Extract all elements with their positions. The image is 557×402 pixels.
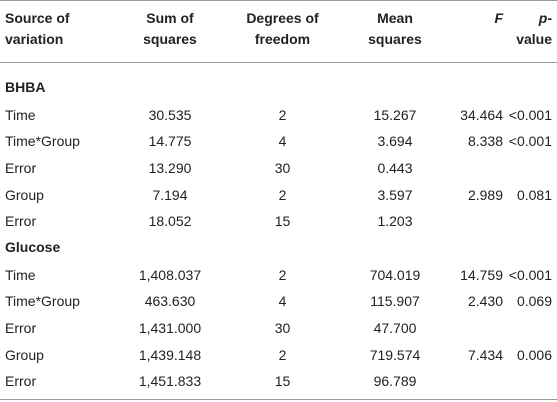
cell-ss: 30.535 bbox=[148, 107, 192, 123]
cell-ms: 704.019 bbox=[369, 267, 421, 283]
cell-source: Group bbox=[5, 187, 44, 203]
cell-f: 14.759 bbox=[460, 267, 503, 283]
cell-ms: 15.267 bbox=[373, 107, 417, 123]
cell-df: 2 bbox=[278, 347, 287, 363]
cell-df: 15 bbox=[274, 213, 291, 229]
cell-p: <0.001 bbox=[508, 107, 552, 123]
cell-source: Group bbox=[5, 347, 44, 363]
header-sum-of-squares: Sum of squares bbox=[143, 10, 197, 47]
cell-df: 2 bbox=[278, 107, 287, 123]
header-degrees-of-freedom: Degrees of freedom bbox=[246, 10, 319, 47]
cell-ss: 13.290 bbox=[148, 160, 192, 176]
cell-f: 2.989 bbox=[467, 187, 503, 203]
cell-p: <0.001 bbox=[508, 133, 552, 149]
table-bottom-rule bbox=[0, 399, 557, 400]
cell-f: 2.430 bbox=[467, 293, 503, 309]
cell-ss: 7.194 bbox=[152, 187, 188, 203]
cell-ss: 1,451.833 bbox=[138, 373, 202, 389]
cell-p: 0.081 bbox=[516, 187, 552, 203]
header-f: F bbox=[494, 10, 503, 26]
cell-ms: 96.789 bbox=[373, 373, 417, 389]
cell-ms: 3.597 bbox=[377, 187, 413, 203]
cell-p: <0.001 bbox=[508, 267, 552, 283]
cell-df: 4 bbox=[278, 293, 287, 309]
section-title-bhba: BHBA bbox=[5, 79, 46, 95]
section-title-glucose: Glucose bbox=[5, 239, 61, 255]
cell-ss: 14.775 bbox=[148, 133, 192, 149]
cell-source: Time bbox=[5, 267, 36, 283]
cell-source: Error bbox=[5, 373, 37, 389]
cell-source: Error bbox=[5, 213, 37, 229]
cell-f: 8.338 bbox=[467, 133, 503, 149]
cell-ms: 0.443 bbox=[377, 160, 413, 176]
header-source: Source of variation bbox=[5, 10, 70, 47]
cell-f: 7.434 bbox=[467, 347, 503, 363]
cell-source: Error bbox=[5, 320, 37, 336]
cell-ss: 1,439.148 bbox=[138, 347, 202, 363]
cell-ss: 1,431.000 bbox=[138, 320, 202, 336]
cell-ss: 463.630 bbox=[144, 293, 196, 309]
cell-source: Time bbox=[5, 107, 36, 123]
header-p-value: p-value bbox=[516, 10, 552, 47]
cell-ms: 47.700 bbox=[373, 320, 417, 336]
cell-ms: 719.574 bbox=[369, 347, 421, 363]
cell-f: 34.464 bbox=[460, 107, 503, 123]
cell-df: 4 bbox=[278, 133, 287, 149]
cell-df: 2 bbox=[278, 267, 287, 283]
cell-ss: 1,408.037 bbox=[138, 267, 202, 283]
cell-df: 15 bbox=[274, 373, 291, 389]
cell-p: 0.069 bbox=[516, 293, 552, 309]
table-top-rule bbox=[0, 0, 557, 1]
cell-df: 30 bbox=[274, 320, 291, 336]
cell-source: Time*Group bbox=[5, 133, 80, 149]
cell-df: 30 bbox=[274, 160, 291, 176]
cell-ms: 3.694 bbox=[377, 133, 413, 149]
cell-df: 2 bbox=[278, 187, 287, 203]
cell-ms: 1.203 bbox=[377, 213, 413, 229]
cell-source: Error bbox=[5, 160, 37, 176]
cell-p: 0.006 bbox=[516, 347, 552, 363]
header-bottom-rule bbox=[0, 62, 557, 63]
header-mean-squares: Mean squares bbox=[368, 10, 422, 47]
cell-ms: 115.907 bbox=[370, 293, 420, 309]
cell-source: Time*Group bbox=[5, 293, 80, 309]
cell-ss: 18.052 bbox=[148, 213, 192, 229]
